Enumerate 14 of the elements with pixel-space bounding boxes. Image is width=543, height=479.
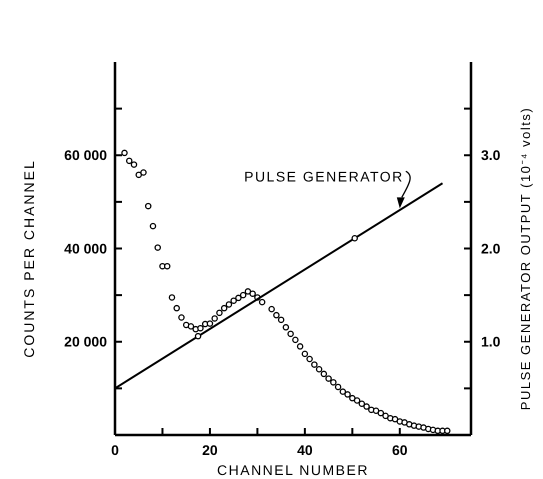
- x-axis-title: CHANNEL NUMBER: [217, 462, 369, 478]
- y2-tick-label: 2.0: [481, 240, 501, 256]
- x-tick-label: 60: [392, 442, 408, 458]
- annotation: PULSE GENERATOR: [244, 168, 404, 184]
- y2-axis-title: PULSE GENERATOR OUTPUT (10⁻⁴ volts): [518, 106, 533, 410]
- x-tick-label: 40: [297, 442, 313, 458]
- y-axis-title: COUNTS PER CHANNEL: [21, 159, 37, 358]
- y2-tick-label: 3.0: [481, 147, 501, 164]
- y-tick-label: 20 000: [64, 334, 108, 350]
- y-tick-label: 60 000: [64, 147, 108, 164]
- x-tick-label: 20: [202, 442, 218, 458]
- y-tick-label: 40 000: [64, 240, 108, 256]
- y2-tick-label: 1.0: [481, 334, 501, 350]
- x-tick-label: 0: [111, 442, 120, 458]
